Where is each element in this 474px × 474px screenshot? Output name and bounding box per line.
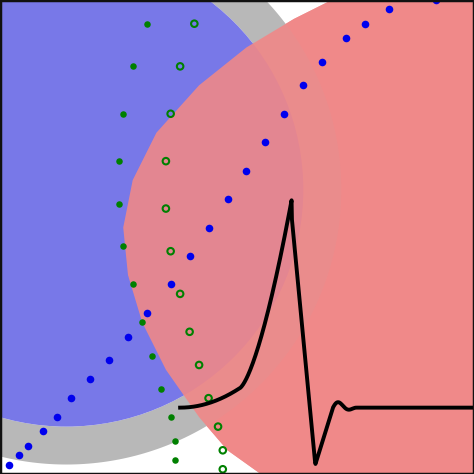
Point [148, 352, 155, 359]
Point [129, 63, 137, 70]
Point [186, 328, 193, 336]
Point [167, 110, 174, 118]
Point [342, 34, 350, 42]
Point [53, 413, 61, 421]
Point [172, 456, 179, 464]
Point [219, 447, 227, 454]
Point [115, 157, 122, 165]
Point [162, 157, 170, 165]
Point [219, 465, 227, 473]
Point [143, 20, 151, 27]
Point [6, 461, 13, 468]
Point [119, 110, 127, 118]
Point [167, 413, 174, 421]
Point [157, 385, 165, 392]
Point [39, 428, 46, 435]
Point [115, 200, 122, 208]
Point [361, 20, 369, 27]
Point [262, 138, 269, 146]
Point [129, 281, 137, 288]
Point [162, 205, 170, 212]
Point [300, 82, 307, 89]
Point [243, 167, 250, 174]
Point [214, 423, 222, 430]
Point [167, 247, 174, 255]
Point [167, 281, 174, 288]
Point [319, 58, 326, 65]
Point [119, 243, 127, 250]
Point [205, 394, 212, 402]
Point [432, 0, 440, 4]
Point [176, 63, 184, 70]
Point [176, 290, 184, 298]
Point [191, 20, 198, 27]
Point [186, 252, 193, 260]
Point [105, 356, 113, 364]
Point [224, 195, 231, 203]
Point [124, 333, 132, 340]
Point [25, 442, 32, 449]
Point [138, 319, 146, 326]
Point [172, 437, 179, 445]
Point [86, 375, 94, 383]
Point [281, 110, 288, 118]
Point [385, 6, 392, 13]
Point [15, 451, 23, 459]
Circle shape [0, 0, 303, 427]
Polygon shape [0, 0, 341, 465]
Point [143, 309, 151, 317]
Point [67, 394, 75, 402]
Point [205, 224, 212, 231]
Point [195, 361, 203, 369]
